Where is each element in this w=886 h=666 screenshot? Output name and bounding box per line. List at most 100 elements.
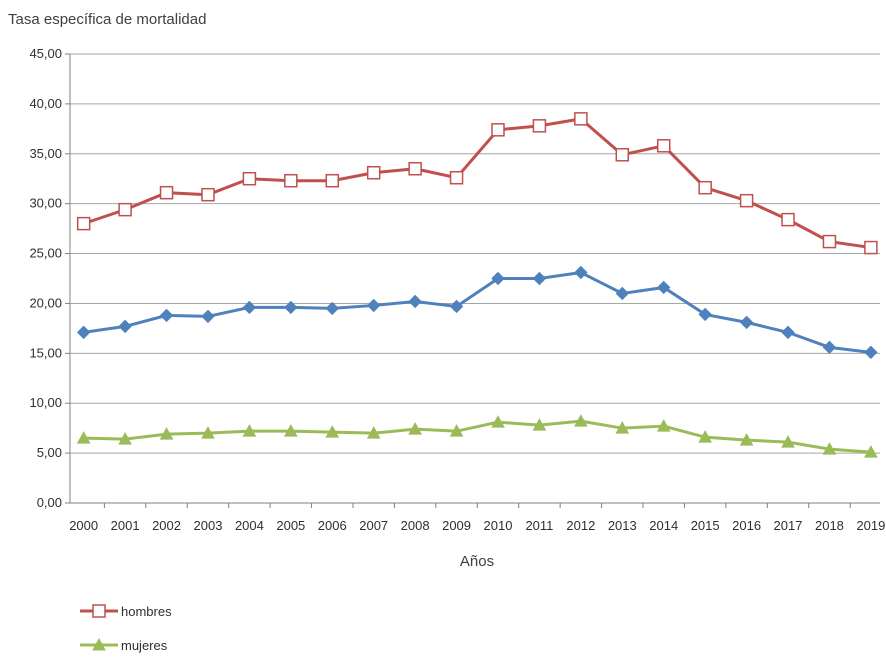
data-point-square: [491, 123, 505, 137]
data-point-square: [76, 216, 91, 231]
y-tick-label: 5,00: [37, 445, 62, 460]
x-tick-label: 2012: [566, 518, 595, 533]
x-tick-label: 2010: [484, 518, 513, 533]
data-point-diamond: [574, 265, 588, 280]
data-point-diamond: [822, 340, 837, 355]
data-point-diamond: [284, 300, 298, 315]
data-point-triangle: [574, 414, 588, 427]
y-tick-label: 40,00: [29, 96, 62, 111]
data-point-diamond: [739, 315, 754, 330]
data-point-triangle: [491, 415, 505, 428]
data-point-triangle: [822, 442, 837, 455]
data-point-square: [366, 165, 381, 180]
data-point-triangle: [159, 427, 174, 440]
series-total: [76, 265, 878, 360]
data-point-diamond: [242, 300, 257, 315]
data-point-diamond: [366, 298, 381, 313]
series-line-total: [83, 270, 872, 354]
legend-label: mujeres: [121, 638, 168, 653]
x-tick-label: 2002: [152, 518, 181, 533]
data-point-diamond: [532, 271, 547, 286]
data-point-diamond: [118, 319, 132, 334]
x-tick-label: 2016: [732, 518, 761, 533]
data-point-diamond: [698, 307, 712, 322]
data-point-triangle: [118, 432, 132, 445]
data-point-square: [822, 234, 837, 249]
x-tick-label: 2003: [194, 518, 223, 533]
y-tick-label: 20,00: [29, 295, 62, 310]
y-tick-label: 25,00: [29, 246, 62, 261]
x-tick-label: 2014: [649, 518, 678, 533]
data-point-diamond: [781, 325, 795, 340]
data-point-triangle: [92, 637, 106, 651]
data-point-triangle: [408, 422, 422, 435]
x-axis-title: Años: [460, 553, 494, 570]
data-point-triangle: [76, 431, 91, 444]
data-point-triangle: [656, 419, 671, 432]
x-tick-label: 2013: [608, 518, 637, 533]
y-tick-label: 35,00: [29, 146, 62, 161]
data-point-diamond: [159, 308, 174, 323]
data-point-square: [159, 185, 174, 200]
gridlines: [70, 53, 880, 454]
data-point-square: [449, 170, 464, 185]
x-tick-label: 2009: [442, 518, 471, 533]
data-point-square: [408, 161, 422, 176]
x-tick-label: 2005: [276, 518, 305, 533]
y-tick-label: 10,00: [29, 395, 62, 410]
x-tick-label: 2006: [318, 518, 347, 533]
data-point-square: [781, 212, 795, 227]
data-point-diamond: [201, 309, 215, 324]
x-tick-label: 2017: [774, 518, 803, 533]
data-point-triangle: [201, 426, 215, 439]
x-tick-label: 2015: [691, 518, 720, 533]
y-tick-label: 0,00: [37, 495, 62, 510]
data-point-triangle: [325, 425, 340, 438]
data-point-triangle: [615, 421, 630, 434]
data-point-triangle: [283, 424, 298, 437]
data-point-triangle: [242, 424, 257, 437]
legend: hombresmujerestotal: [80, 604, 172, 653]
data-point-square: [242, 171, 257, 186]
x-tick-label: 2008: [401, 518, 430, 533]
series-hombres: [76, 112, 878, 255]
data-point-square: [92, 604, 106, 618]
x-tick-label: 2001: [111, 518, 140, 533]
data-point-diamond: [325, 301, 339, 316]
data-point-diamond: [864, 345, 878, 360]
data-point-square: [864, 240, 878, 255]
data-point-square: [284, 173, 298, 188]
x-tick-label: 2007: [359, 518, 388, 533]
data-point-square: [656, 139, 671, 153]
data-point-square: [698, 180, 712, 195]
x-axis-ticks: 2000 2001 2002 2003 2004 2005 2006 2007 2008 2009…: [69, 503, 885, 533]
data-point-square: [325, 173, 340, 188]
legend-item-mujeres: mujeres: [80, 637, 168, 653]
data-point-diamond: [449, 299, 464, 314]
data-point-triangle: [366, 426, 381, 439]
data-point-square: [574, 112, 588, 126]
data-point-triangle: [532, 418, 547, 431]
y-tick-label: 45,00: [29, 46, 62, 61]
data-point-square: [201, 187, 215, 202]
y-tick-label: 30,00: [29, 196, 62, 211]
axes: [69, 54, 880, 504]
y-tick-label: 15,00: [29, 345, 62, 360]
data-point-triangle: [739, 433, 754, 446]
data-point-square: [532, 119, 547, 133]
series-mujeres: [76, 414, 878, 458]
data-point-square: [615, 148, 630, 162]
data-point-triangle: [864, 445, 878, 458]
series-group: [76, 112, 878, 458]
legend-label: hombres: [121, 604, 172, 619]
data-point-triangle: [449, 424, 464, 437]
x-tick-label: 2011: [525, 518, 553, 533]
data-point-diamond: [491, 271, 505, 286]
data-point-diamond: [615, 286, 629, 301]
x-tick-label: 2018: [815, 518, 844, 533]
y-axis-ticks: 0,00 5,00 10,00 15,00 20,00 25,00 30,00 35,00 40…: [29, 46, 70, 510]
data-point-triangle: [781, 435, 795, 448]
series-line-hombres: [83, 117, 872, 250]
data-point-square: [739, 193, 754, 208]
